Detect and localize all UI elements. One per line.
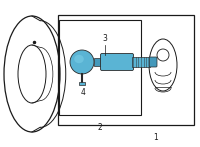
FancyBboxPatch shape (101, 54, 134, 71)
Ellipse shape (74, 55, 84, 63)
Bar (59, 20, 141, 115)
Text: 1: 1 (154, 133, 158, 142)
Circle shape (70, 50, 94, 74)
Text: 2: 2 (98, 123, 102, 132)
Bar (58, 15, 194, 125)
Text: 3: 3 (103, 34, 107, 43)
Text: 4: 4 (81, 88, 85, 97)
Bar (94, 58, 102, 66)
Bar (79, 82, 85, 85)
FancyBboxPatch shape (149, 57, 157, 67)
Bar (132, 57, 150, 67)
